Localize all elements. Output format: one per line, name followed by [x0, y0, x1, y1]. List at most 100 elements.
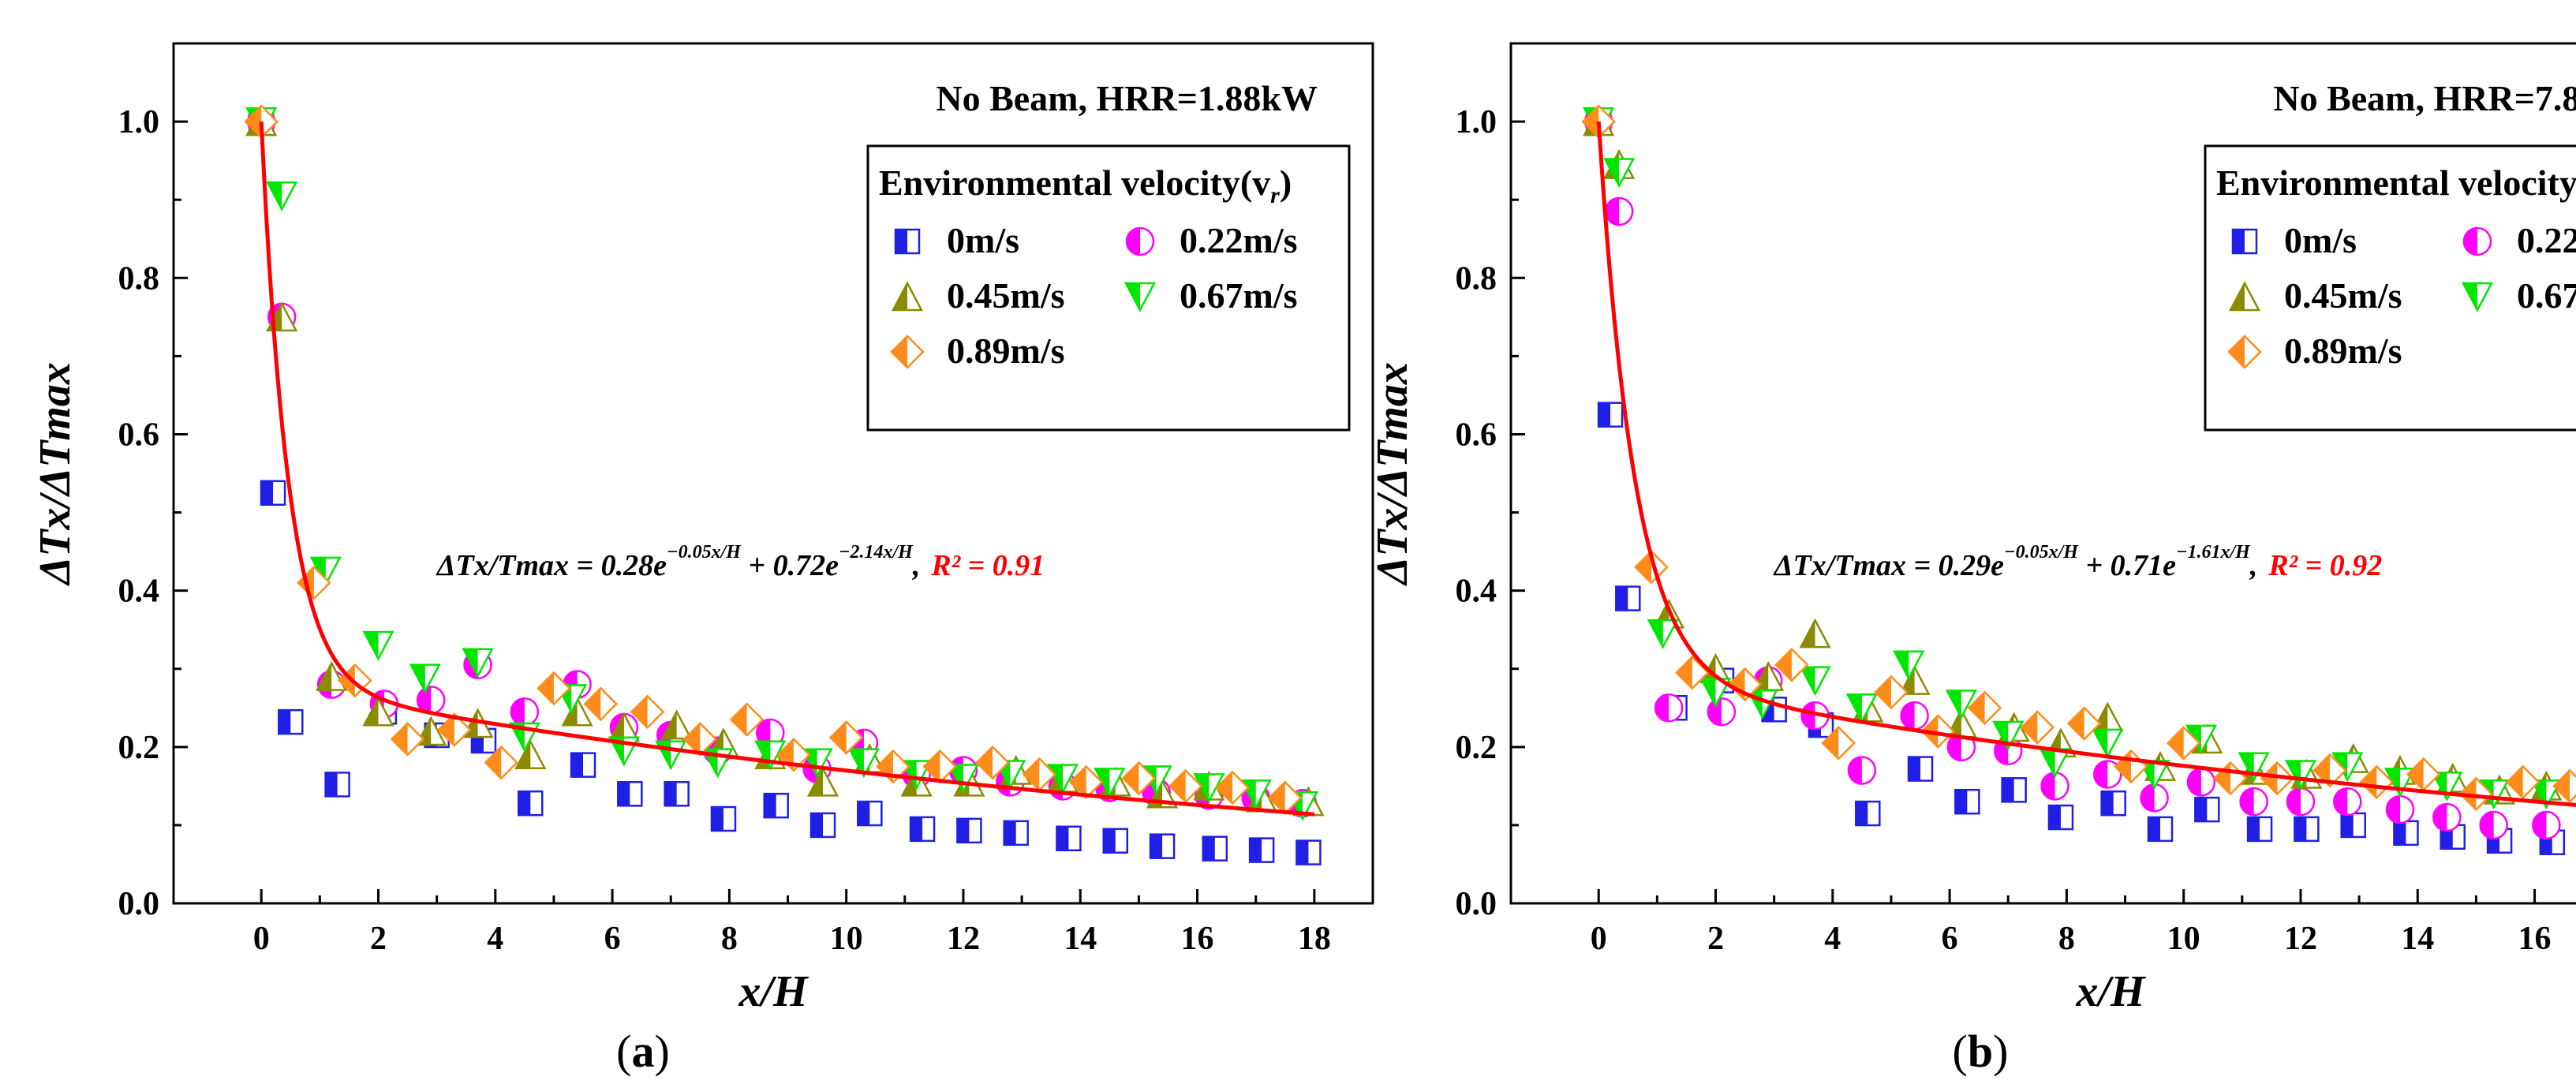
y-tick-label: 0.8 [1456, 260, 1497, 297]
x-tick-label: 8 [721, 921, 738, 957]
legend-marker-circle [1125, 226, 1155, 256]
equation-mid: + 0.72e [741, 549, 839, 582]
data-point [1967, 690, 2002, 726]
data-point [1168, 768, 1203, 804]
data-point [362, 630, 394, 661]
data-point [729, 702, 765, 737]
data-point [617, 781, 643, 807]
marker-fill [537, 672, 554, 705]
data-point [1699, 678, 1732, 708]
marker-fill [1169, 770, 1186, 802]
caption-paren-close: ) [1993, 1026, 2008, 1077]
data-point [909, 816, 936, 843]
marker-fill [764, 794, 776, 818]
data-point [1847, 756, 1877, 785]
marker-fill [2048, 806, 2061, 829]
marker-fill [2407, 758, 2424, 791]
marker-fill [910, 817, 923, 841]
equation-exponent-1: −0.05x/H [2004, 542, 2079, 563]
marker-fill [631, 696, 648, 728]
data-point [1603, 158, 1636, 189]
marker-fill [2233, 230, 2245, 253]
x-tick-label: 4 [487, 921, 503, 957]
marker-fill [510, 723, 525, 750]
marker-fill [1217, 772, 1233, 804]
marker-fill [892, 336, 907, 368]
marker-fill [2041, 772, 2055, 800]
marker-fill [1250, 838, 1262, 862]
marker-fill [510, 698, 525, 726]
data-point [437, 712, 472, 747]
legend-label: 0.67m/s [1180, 275, 1298, 316]
data-point [975, 745, 1010, 780]
data-point [2040, 772, 2069, 801]
data-point [1845, 693, 1878, 723]
marker-fill [2314, 754, 2331, 787]
marker-fill [1648, 620, 1663, 648]
marker-fill [2507, 766, 2523, 798]
marker-fill [1676, 656, 1692, 689]
caption-letter: a [632, 1026, 655, 1077]
marker-fill [325, 772, 338, 797]
legend-title: Environmental velocity(vr) [879, 163, 1292, 208]
data-point [2406, 757, 2441, 792]
legend-label: 0m/s [947, 220, 1019, 260]
x-axis-title: x/H [738, 967, 809, 1016]
data-point [1248, 837, 1275, 863]
data-point [1992, 720, 2025, 751]
marker-fill [279, 710, 291, 735]
panel-b: 0246810121416180.00.20.40.60.81.0x/HΔTx/… [1368, 42, 2576, 1016]
marker-fill [1875, 676, 1891, 708]
marker-fill [1056, 826, 1069, 850]
marker-fill [245, 106, 262, 138]
x-tick-label: 12 [947, 921, 980, 957]
data-point [1295, 839, 1322, 865]
data-point [947, 764, 980, 794]
legend-label: 0.89m/s [947, 331, 1065, 371]
legend-label: 0.89m/s [2284, 331, 2402, 371]
data-point [324, 772, 350, 798]
marker-fill [1775, 649, 1792, 681]
data-point [2359, 764, 2395, 800]
data-point [2393, 820, 2419, 847]
equation-r2: R² = 0.92 [2268, 549, 2382, 582]
data-point [1821, 726, 1856, 761]
data-point [390, 722, 425, 757]
marker-fill [2187, 768, 2201, 796]
data-point [1945, 690, 1978, 720]
data-point [682, 722, 718, 757]
legend-marker-square [2231, 228, 2258, 255]
legend: Environmental velocity(vr) 0m/s 0.22m/s 0.4… [866, 144, 1351, 432]
marker-fill [2148, 817, 2161, 841]
marker-fill [618, 782, 630, 806]
marker-fill [957, 818, 970, 843]
x-tick-label: 16 [1181, 921, 1214, 957]
legend-label: 0.22m/s [2517, 220, 2576, 260]
fit-curve [259, 121, 1315, 817]
marker-fill [261, 480, 274, 505]
marker-fill [2140, 784, 2155, 812]
data-point [1597, 402, 1624, 428]
marker-fill [1909, 757, 1921, 781]
y-tick-label: 0.2 [118, 730, 160, 766]
data-point [828, 720, 864, 755]
y-tick-label: 0.0 [118, 886, 160, 922]
data-point [2239, 787, 2268, 817]
data-point [2039, 748, 2071, 779]
marker-fill [684, 723, 701, 755]
y-tick-label: 0.4 [1456, 574, 1497, 610]
marker-fill [2195, 798, 2208, 822]
data-point [660, 709, 693, 740]
data-point [847, 748, 880, 779]
marker-fill [895, 230, 907, 253]
marker-fill [1848, 757, 1862, 784]
data-point [409, 663, 441, 694]
data-point [2140, 783, 2169, 813]
equation-r2: R² = 0.91 [930, 549, 1045, 582]
marker-fill [1801, 702, 1815, 730]
marker-fill [2480, 811, 2494, 839]
caption-paren-open: ( [616, 1026, 631, 1077]
marker-fill [585, 688, 601, 720]
legend-marker-triangle-up [2228, 281, 2261, 312]
